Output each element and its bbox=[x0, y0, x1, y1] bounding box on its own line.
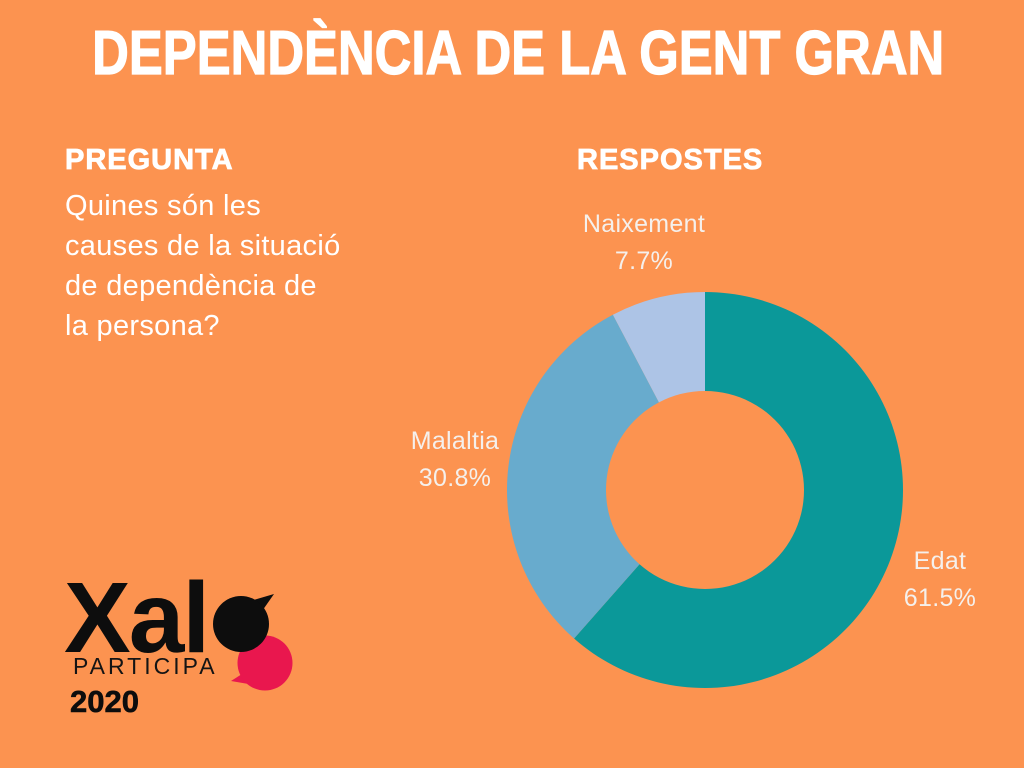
logo-year: 2020 bbox=[70, 684, 140, 720]
page-title: DEPENDÈNCIA DE LA GENT GRAN bbox=[92, 18, 945, 88]
speech-bubble-black-icon bbox=[213, 594, 274, 652]
slice-value: 30.8% bbox=[418, 464, 492, 492]
slice-name: Naixement bbox=[582, 210, 706, 238]
logo-speech-bubbles bbox=[213, 594, 293, 691]
donut-segment-naixement bbox=[612, 292, 705, 403]
question-line: causes de la situació bbox=[65, 230, 341, 262]
slice-name: Malaltia bbox=[410, 427, 500, 455]
slice-label-malaltia: Malaltia 30.8% bbox=[355, 423, 555, 497]
slice-value: 7.7% bbox=[614, 247, 674, 275]
question-line: Quines són les bbox=[65, 190, 262, 222]
slice-value: 61.5% bbox=[903, 584, 977, 612]
donut-chart bbox=[506, 292, 904, 688]
slice-label-edat: Edat 61.5% bbox=[840, 543, 1024, 617]
donut-segment-edat bbox=[574, 292, 904, 688]
slice-label-naixement: Naixement 7.7% bbox=[544, 206, 744, 280]
donut-segment-malaltia bbox=[506, 314, 659, 639]
question-heading: PREGUNTA bbox=[65, 144, 234, 177]
logo-subtitle: PARTICIPA bbox=[73, 653, 218, 679]
question-line: de dependència de bbox=[65, 270, 317, 302]
logo-wordmark: Xal bbox=[64, 562, 210, 674]
question-line: la persona? bbox=[65, 310, 220, 342]
slice-name: Edat bbox=[913, 547, 967, 575]
responses-heading: RESPOSTES bbox=[577, 144, 764, 177]
question-text: Quines són les causes de la situació de … bbox=[65, 186, 341, 346]
